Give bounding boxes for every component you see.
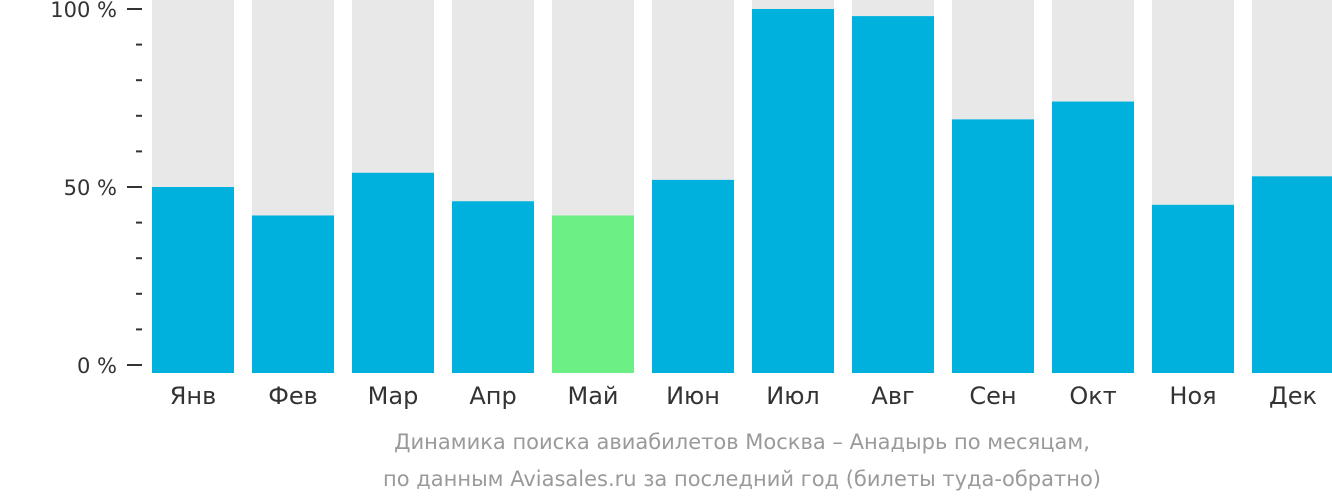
category-label: Июн [666,382,720,410]
bar-9 [952,119,1034,373]
bar-3 [352,172,434,373]
category-label: Июл [766,382,820,410]
bar-6 [652,179,734,373]
bar-11 [1152,204,1234,373]
bar-2 [252,215,334,373]
category-label: Мар [368,382,419,410]
y-tick-label: 0 % [77,354,117,378]
y-tick-label: 100 % [50,0,117,22]
bar-4 [452,201,534,373]
category-label: Апр [469,382,516,410]
bar-chart: 0 % 50 % 100 % Янв Фев Мар Апр Май Июн Июл Авг Сен… [50,0,1332,410]
category-label: Май [567,382,618,410]
category-label: Дек [1269,382,1317,410]
category-label: Ноя [1169,382,1216,410]
bar-8 [852,16,934,374]
category-label: Янв [170,382,217,410]
bars [152,0,1332,374]
category-label: Авг [871,382,914,410]
y-tick-label: 50 % [64,176,117,200]
caption-line-2: по данным Aviasales.ru за последний год … [383,467,1101,491]
category-label: Окт [1069,382,1116,410]
caption-line-1: Динамика поиска авиабилетов Москва – Ана… [394,430,1090,454]
y-axis: 0 % 50 % 100 % [50,0,142,378]
category-label: Фев [268,382,318,410]
bar-10 [1052,101,1134,373]
bar-5 [552,215,634,373]
category-labels: Янв Фев Мар Апр Май Июн Июл Авг Сен Окт Ноя Дек [170,382,1317,410]
bar-12 [1252,176,1332,373]
bar-7 [752,9,834,373]
bar-1 [152,187,234,373]
category-label: Сен [969,382,1016,410]
